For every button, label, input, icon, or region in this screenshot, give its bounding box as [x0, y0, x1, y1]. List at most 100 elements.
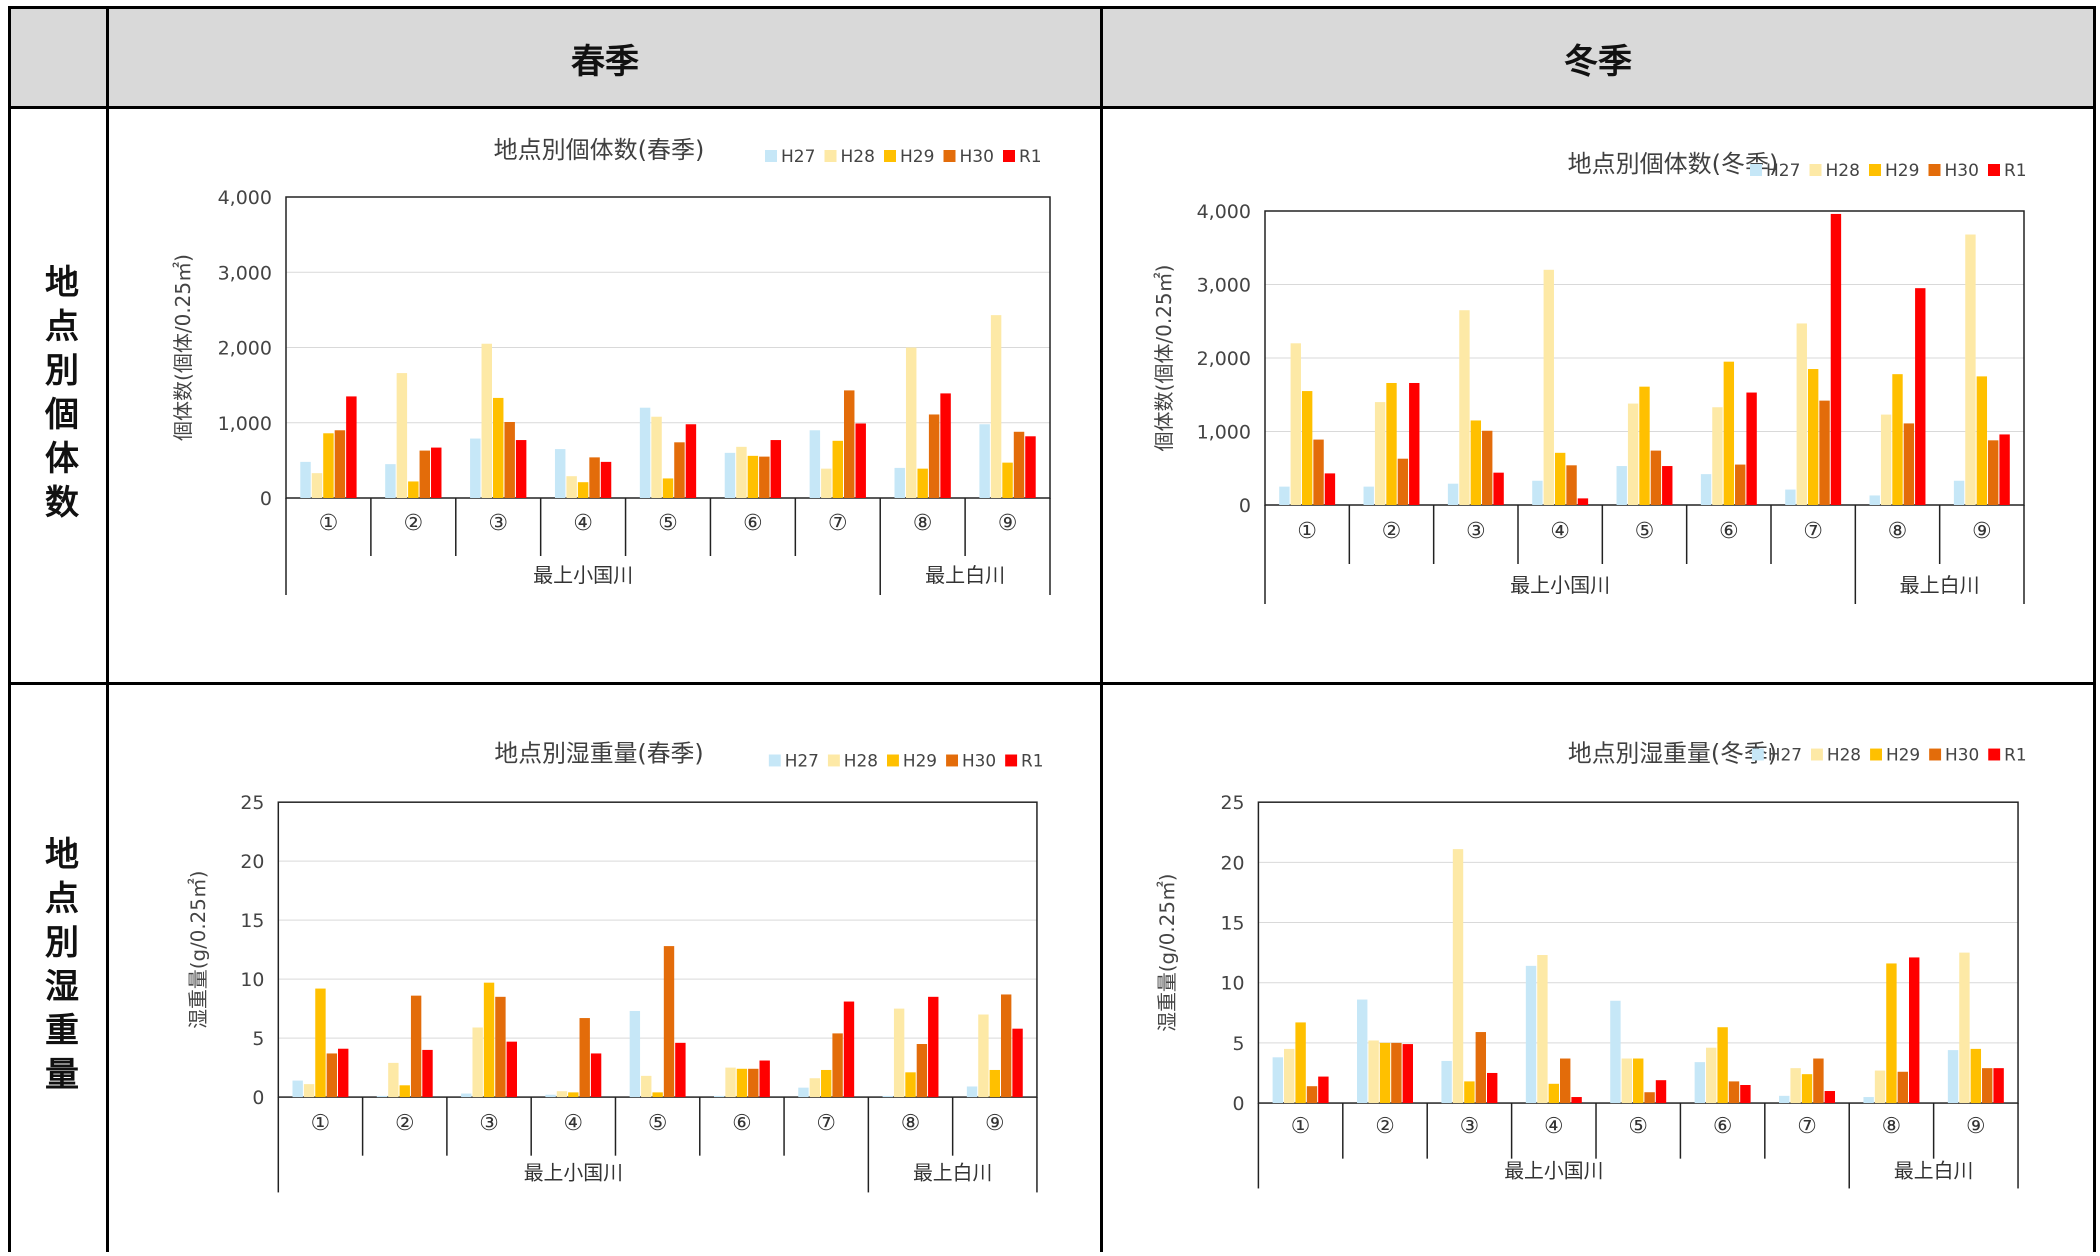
x-tick-label: ⑨ [1966, 1114, 1986, 1139]
bar-H29-4 [1548, 1083, 1560, 1104]
group-label: 最上白川 [1894, 1160, 1973, 1183]
legend-label-H29: H29 [1886, 744, 1920, 764]
bar-H30-3 [495, 996, 506, 1098]
x-tick-label: ③ [488, 511, 508, 536]
chart-count-winter-svg: 0 1,000 2,000 3,000 4,000 ① ② ③ ④ ⑤ ⑥ ⑦ ⑧ ⑨ 最上小国川 最上白川 地… [1152, 150, 2027, 604]
bar-H29-2 [399, 1085, 410, 1098]
y-tick-label: 20 [240, 851, 264, 873]
bar-R1-4 [600, 461, 612, 498]
legend-label-H29: H29 [903, 750, 937, 770]
x-tick-label: ② [1382, 519, 1402, 544]
bar-H29-3 [492, 397, 504, 498]
legend-label-H28: H28 [841, 147, 875, 167]
chart-count-spring: 0 1,000 2,000 3,000 4,000 ① ② ③ ④ ⑤ ⑥ ⑦ ⑧ ⑨ 最上小国川 最上白川 地… [110, 110, 1100, 680]
bar-R1-6 [1740, 1085, 1751, 1104]
bar-R1-8 [940, 393, 951, 498]
legend-swatch-H30 [1928, 164, 1941, 176]
y-tick-label: 3,000 [1197, 275, 1251, 297]
y-tick-label: 1,000 [1197, 422, 1251, 444]
bar-H29-7 [821, 1069, 832, 1098]
legend-label-R1: R1 [2004, 161, 2027, 181]
bar-H27-4 [545, 1094, 556, 1098]
legend-label-H30: H30 [960, 147, 994, 167]
bar-R1-9 [1999, 434, 2010, 505]
bar-H30-4 [589, 457, 600, 498]
chart-count-spring-svg: 0 1,000 2,000 3,000 4,000 ① ② ③ ④ ⑤ ⑥ ⑦ ⑧ ⑨ 最上小国川 最上白川 地… [171, 136, 1051, 595]
bar-H29-4 [577, 482, 589, 498]
bar-R1-2 [1402, 1044, 1413, 1104]
table-border-col2 [1100, 6, 1103, 1252]
legend-swatch-H27 [768, 754, 781, 767]
bar-H29-3 [1470, 420, 1482, 505]
bar-H29-8 [905, 1072, 916, 1098]
x-tick-label: ① [1297, 519, 1317, 544]
group-label: 最上白川 [913, 1162, 992, 1185]
bar-R1-1 [338, 1048, 349, 1098]
bar-H28-5 [651, 416, 662, 498]
x-tick-label: ④ [573, 511, 593, 536]
group-label: 最上小国川 [1504, 1160, 1603, 1183]
bar-R1-2 [1409, 382, 1420, 505]
bar-H29-9 [1002, 462, 1013, 498]
legend-label-H27: H27 [785, 750, 819, 770]
chart-count-winter: 0 1,000 2,000 3,000 4,000 ① ② ③ ④ ⑤ ⑥ ⑦ ⑧ ⑨ 最上小国川 最上白川 地… [1103, 110, 2093, 680]
bar-R1-7 [1824, 1091, 1836, 1104]
y-tick-label: 15 [1220, 912, 1244, 934]
bar-R1-3 [506, 1041, 517, 1098]
bar-H30-6 [1735, 464, 1746, 505]
bar-H28-7 [809, 1078, 821, 1098]
x-tick-label: ⑤ [658, 511, 678, 536]
bar-R1-3 [515, 440, 527, 498]
bar-H29-3 [483, 982, 495, 1098]
bar-R1-1 [346, 396, 357, 498]
bar-H29-1 [1295, 1022, 1306, 1104]
bar-H29-6 [736, 1068, 748, 1098]
bar-H30-9 [1982, 1068, 1993, 1104]
bar-H28-2 [1374, 402, 1386, 505]
bar-H30-1 [326, 1053, 338, 1098]
chart-weight-winter: 0 5 10 15 20 25 ① ② ③ ④ ⑤ ⑥ ⑦ ⑧ ⑨ 最上小国川 最上白川 地点別湿重量(冬季) H2… [1103, 686, 2093, 1252]
legend-swatch-H27 [765, 150, 777, 162]
bar-H28-5 [1621, 1058, 1633, 1104]
legend-label-H30: H30 [1945, 161, 1979, 181]
bar-R1-3 [1493, 472, 1504, 505]
bar-R1-1 [1324, 473, 1336, 505]
x-tick-label: ⑤ [1628, 1114, 1648, 1139]
x-tick-label: ② [403, 511, 423, 536]
x-tick-label: ⑤ [648, 1111, 668, 1136]
bar-H29-5 [652, 1092, 663, 1098]
bar-H27-3 [470, 438, 481, 498]
legend-swatch-H27 [1751, 748, 1764, 761]
y-axis-label: 個体数(個体/0.25㎡) [171, 254, 195, 441]
bar-H28-5 [1627, 403, 1639, 505]
table-border-top [8, 6, 2096, 9]
table-border-left [8, 6, 11, 1252]
bar-H27-8 [1863, 1097, 1874, 1104]
bar-H28-9 [978, 1014, 989, 1098]
bar-H30-2 [410, 995, 422, 1098]
bar-H29-4 [568, 1092, 579, 1098]
chart-title: 地点別個体数(冬季) [1568, 150, 1779, 178]
bar-H28-8 [905, 347, 917, 498]
bar-H28-1 [303, 1084, 315, 1098]
legend-swatch-R1 [1003, 150, 1015, 162]
group-label: 最上小国川 [524, 1162, 623, 1185]
bar-H30-5 [1644, 1092, 1655, 1104]
bar-H28-8 [893, 1008, 905, 1098]
x-tick-label: ⑥ [743, 511, 763, 536]
y-tick-label: 5 [252, 1028, 264, 1050]
legend-swatch-H29 [1870, 748, 1882, 761]
bar-H27-1 [1279, 486, 1290, 505]
bar-H29-8 [1892, 374, 1903, 505]
y-tick-label: 2,000 [218, 338, 272, 360]
bar-H28-8 [1880, 414, 1892, 505]
group-label: 最上白川 [925, 563, 1005, 587]
legend-label-H27: H27 [1768, 744, 1802, 764]
y-tick-label: 10 [240, 969, 264, 991]
bar-H29-9 [1970, 1048, 1982, 1104]
y-tick-label: 5 [1232, 1033, 1244, 1055]
legend-label-H27: H27 [1766, 161, 1800, 181]
x-tick-label: ③ [1460, 1114, 1480, 1139]
bar-H28-1 [311, 473, 323, 498]
chart-weight-spring-svg: 0 5 10 15 20 25 ① ② ③ ④ ⑤ ⑥ ⑦ ⑧ ⑨ 最上小国川 最上白川 地点別湿重量(春季) H2… [187, 739, 1044, 1193]
